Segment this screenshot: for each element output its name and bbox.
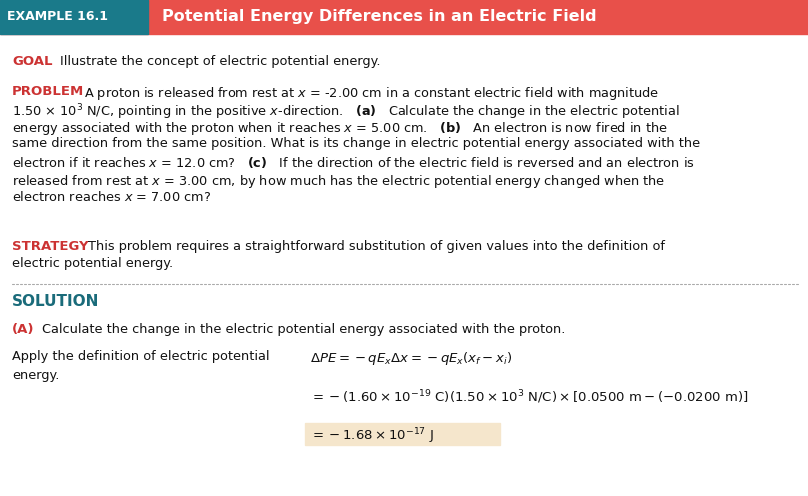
Text: A proton is released from rest at $x$ = -2.00 cm in a constant electric field wi: A proton is released from rest at $x$ = … (84, 85, 659, 102)
Text: electric potential energy.: electric potential energy. (12, 257, 173, 270)
Text: This problem requires a straightforward substitution of given values into the de: This problem requires a straightforward … (88, 240, 665, 253)
Bar (305, 423, 500, 445)
Text: $= -1.68 \times 10^{-17}\ \mathrm{J}$: $= -1.68 \times 10^{-17}\ \mathrm{J}$ (310, 426, 434, 445)
Text: Illustrate the concept of electric potential energy.: Illustrate the concept of electric poten… (60, 55, 381, 68)
Text: Potential Energy Differences in an Electric Field: Potential Energy Differences in an Elect… (162, 9, 596, 24)
Text: electron reaches $x$ = 7.00 cm?: electron reaches $x$ = 7.00 cm? (12, 190, 211, 204)
Text: GOAL: GOAL (12, 55, 53, 68)
Text: STRATEGY: STRATEGY (12, 240, 89, 253)
Text: released from rest at $x$ = 3.00 cm, by how much has the electric potential ener: released from rest at $x$ = 3.00 cm, by … (12, 173, 665, 189)
Text: Calculate the change in the electric potential energy associated with the proton: Calculate the change in the electric pot… (42, 323, 566, 336)
Text: energy associated with the proton when it reaches $x$ = 5.00 cm.   $\bf{(b)}$   : energy associated with the proton when i… (12, 120, 667, 137)
Bar (0, 0, 148, 34)
Text: 1.50 $\times$ 10$^3$ N/C, pointing in the positive $x$-direction.   $\bf{(a)}$  : 1.50 $\times$ 10$^3$ N/C, pointing in th… (12, 103, 680, 122)
Text: electron if it reaches $x$ = 12.0 cm?   $\bf{(c)}$   If the direction of the ele: electron if it reaches $x$ = 12.0 cm? $\… (12, 155, 695, 170)
Text: EXAMPLE 16.1: EXAMPLE 16.1 (7, 10, 108, 23)
Text: $\Delta PE = -qE_x\Delta x = -qE_x(x_f - x_i)$: $\Delta PE = -qE_x\Delta x = -qE_x(x_f -… (310, 350, 512, 367)
Text: same direction from the same position. What is its change in electric potential : same direction from the same position. W… (12, 137, 700, 150)
Text: $= -(1.60 \times 10^{-19}\ \mathrm{C})(1.50 \times 10^{3}\ \mathrm{N/C}) \times : $= -(1.60 \times 10^{-19}\ \mathrm{C})(1… (310, 388, 749, 406)
Text: SOLUTION: SOLUTION (12, 294, 99, 309)
Text: PROBLEM: PROBLEM (12, 85, 84, 98)
Bar (0, 0, 808, 34)
Text: Apply the definition of electric potential
energy.: Apply the definition of electric potenti… (12, 350, 270, 382)
Text: (A): (A) (12, 323, 35, 336)
